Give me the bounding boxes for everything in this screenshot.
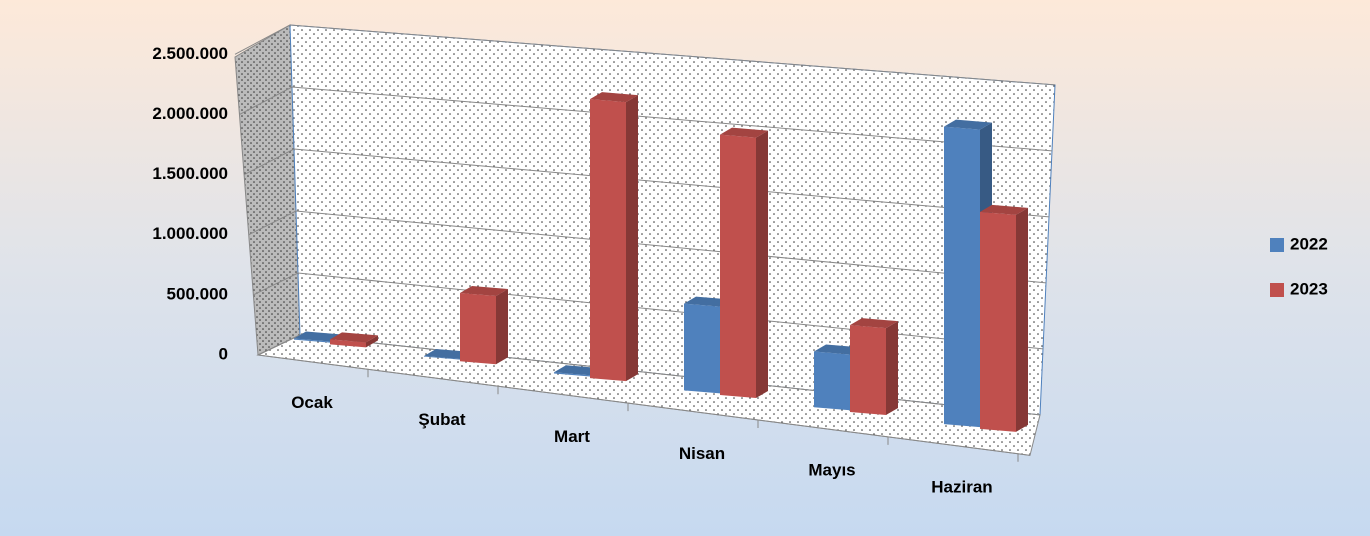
- y-tick-label: 2.000.000: [152, 104, 228, 123]
- bar-top: [294, 331, 342, 342]
- bar: [460, 286, 508, 365]
- bar-top: [850, 318, 898, 329]
- bar-front: [980, 211, 1016, 432]
- legend-label: 2023: [1290, 279, 1328, 298]
- bar-front: [294, 338, 330, 343]
- grid-line: [243, 148, 1050, 218]
- bar-front: [720, 134, 756, 399]
- bar-top: [590, 92, 638, 103]
- bar-front: [330, 339, 366, 348]
- bar-front: [424, 355, 460, 360]
- y-tick-label: 1.000.000: [152, 224, 228, 243]
- bar-side: [626, 95, 638, 382]
- bar-front: [850, 325, 886, 415]
- grid-line: [253, 272, 1044, 350]
- bar-front: [460, 293, 496, 365]
- x-tick-label: Haziran: [931, 478, 992, 497]
- bar-top: [944, 119, 992, 130]
- legend-label: 2022: [1290, 234, 1328, 253]
- x-tick-label: Mart: [554, 427, 590, 446]
- grid-line: [248, 210, 1047, 284]
- bar: [590, 92, 638, 382]
- grid-line: [239, 86, 1053, 152]
- bar-side: [366, 335, 378, 348]
- bar-top: [720, 127, 768, 138]
- bar: [330, 332, 378, 348]
- x-tick-label: Şubat: [418, 410, 466, 429]
- bar-top: [980, 204, 1028, 215]
- legend-swatch: [1270, 283, 1284, 297]
- bar-front: [554, 372, 590, 377]
- bar: [720, 127, 768, 399]
- grid-line: [234, 24, 1056, 86]
- x-tick-label: Mayıs: [808, 461, 855, 480]
- bar-front: [814, 351, 850, 411]
- x-tick-label: Nisan: [679, 444, 725, 463]
- bar-front: [684, 303, 720, 394]
- bar: [850, 318, 898, 415]
- bar-side: [1016, 207, 1028, 432]
- x-tick-label: Ocak: [291, 393, 333, 412]
- bar-front: [944, 126, 980, 428]
- bar-top: [330, 332, 378, 343]
- x-axis: [257, 354, 1031, 456]
- bar-top: [460, 286, 508, 297]
- bar-side: [886, 321, 898, 415]
- bar-front: [590, 99, 626, 382]
- bar-side: [756, 130, 768, 399]
- bar-side: [496, 289, 508, 365]
- y-tick-label: 0: [219, 344, 228, 363]
- legend-swatch: [1270, 238, 1284, 252]
- y-tick-label: 1.500.000: [152, 164, 228, 183]
- y-tick-label: 2.500.000: [152, 44, 228, 63]
- y-tick-label: 500.000: [167, 284, 228, 303]
- bar: [980, 204, 1028, 432]
